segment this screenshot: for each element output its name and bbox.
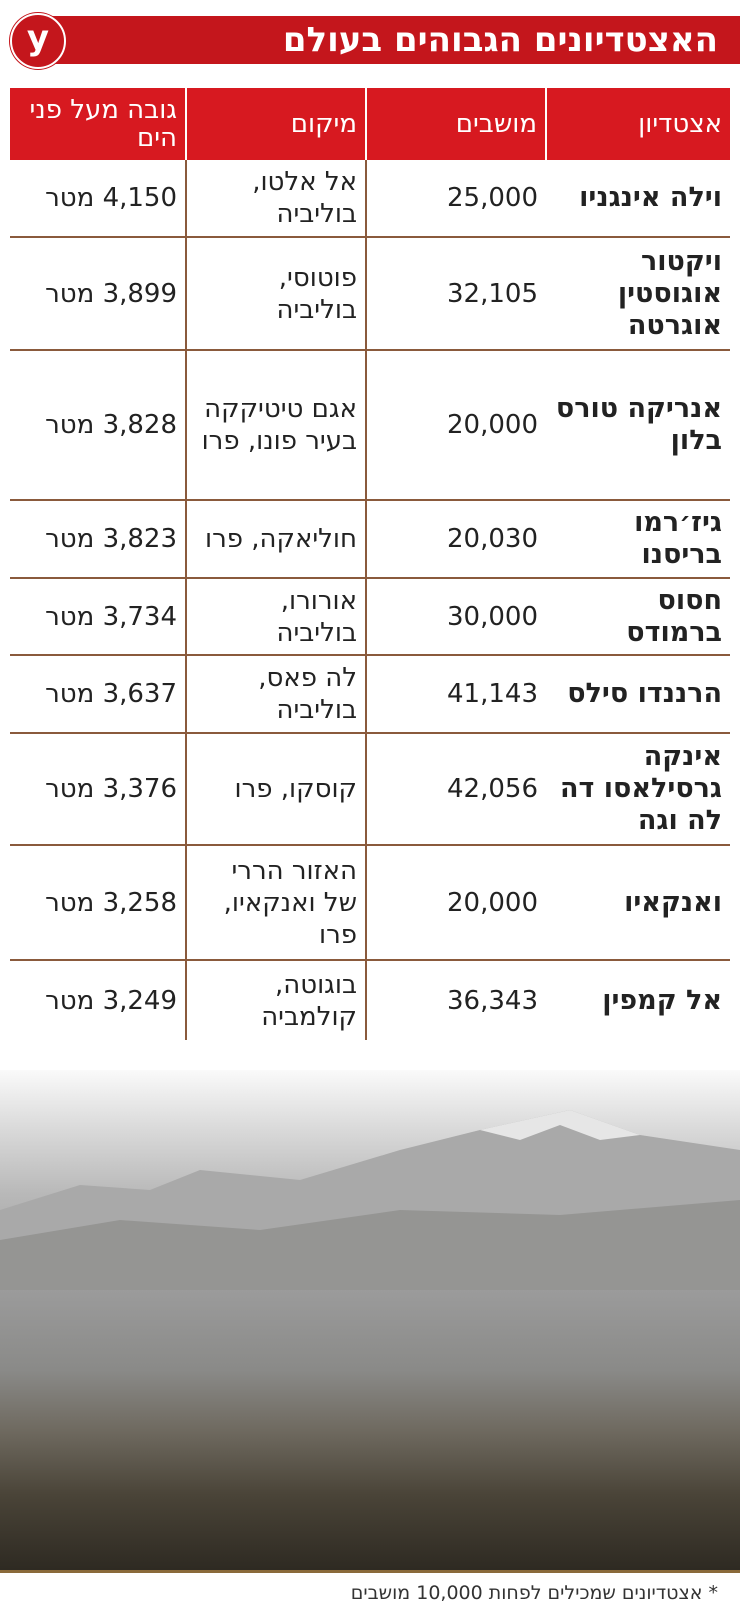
stadium-name: וילה אינגניו — [546, 160, 730, 238]
height-cell: 3,734 מטר — [10, 578, 186, 656]
seats-cell: 41,143 — [365, 655, 546, 734]
location-cell: לה פאס, בוליביה — [185, 655, 366, 734]
title-banner: האצטדיונים הגבוהים בעולם — [40, 16, 740, 64]
seats-cell: 20,030 — [365, 500, 546, 579]
height-cell: 3,376 מטר — [10, 733, 186, 846]
seats-cell: 20,000 — [365, 845, 546, 961]
stadium-name: אל קמפין — [602, 984, 722, 1016]
height-cell: 3,823 מטר — [10, 500, 186, 579]
height-cell: 3,249 מטר — [45, 985, 177, 1016]
header-location: מיקום — [185, 88, 366, 160]
header-seats: מושבים — [365, 88, 546, 160]
seats-cell: 42,056 — [365, 733, 546, 846]
seats-cell: 25,000 — [365, 160, 546, 238]
location-cell: אורורו, בוליביה — [185, 578, 366, 656]
table-row: אנריקה טורס בלון 20,000 אגם טיטיקקה בעיר פ… — [10, 350, 730, 501]
divider — [0, 1570, 740, 1573]
seats-cell: 36,343 — [365, 960, 546, 1040]
height-cell: 3,637 מטר — [10, 655, 186, 734]
seats-cell: 32,105 — [365, 237, 546, 351]
mountains-illustration — [0, 1110, 740, 1290]
height-cell: 4,150 מטר — [10, 160, 186, 238]
table-row: אינקה גרסילאסו דה לה וגה 42,056 קוסקו, פרו… — [10, 733, 730, 846]
table-row: הרננדו סילס 41,143 לה פאס, בוליביה 3,637 מט… — [10, 655, 730, 734]
stadium-name: גיז׳רמו בריסנו — [546, 500, 730, 579]
table-row: וילה אינגניו 25,000 אל אלטו, בוליביה 4,150 … — [10, 160, 730, 238]
table-row: ואנקאיו 20,000 האזור הררי של ואנקאיו, פרו 3… — [10, 845, 730, 961]
height-cell: 3,899 מטר — [10, 237, 186, 351]
table-row: חסוס ברמודס 30,000 אורורו, בוליביה 3,734 מט… — [10, 578, 730, 656]
table-row: אל קמפין 36,343 בוגוטה, קולמביה 3,249 מטר — [10, 960, 730, 1040]
location-cell: אל אלטו, בוליביה — [185, 160, 366, 238]
stadiums-table: אצטדיון מושבים מיקום גובה מעל פני הים וי… — [10, 88, 730, 1040]
location-cell: קוסקו, פרו — [185, 733, 366, 846]
stadium-name: ויקטור אוגוסטין אוגרטה — [546, 237, 730, 351]
stadium-name: אינקה גרסילאסו דה לה וגה — [546, 733, 730, 846]
page-title: האצטדיונים הגבוהים בעולם — [282, 20, 718, 60]
table-row: גיז׳רמו בריסנו 20,030 חוליאקה, פרו 3,823 מט… — [10, 500, 730, 579]
mountain-city-photo — [0, 1070, 740, 1570]
seats-cell: 20,000 — [365, 350, 546, 501]
table-row: ויקטור אוגוסטין אוגרטה 32,105 פוטוסי, בולי… — [10, 237, 730, 351]
stadium-name: הרננדו סילס — [546, 655, 730, 734]
stadium-name: ואנקאיו — [546, 845, 730, 961]
location-cell: פוטוסי, בוליביה — [185, 237, 366, 351]
footnote: * אצטדיונים שמכילים לפחות 10,000 מושבים — [350, 1582, 718, 1604]
seats-cell: 30,000 — [365, 578, 546, 656]
stadium-name: חסוס ברמודס — [546, 578, 730, 656]
location-cell: האזור הררי של ואנקאיו, פרו — [185, 845, 366, 961]
location-cell: חוליאקה, פרו — [185, 500, 366, 579]
header-height: גובה מעל פני הים — [10, 88, 186, 160]
header-stadium: אצטדיון — [545, 88, 730, 160]
location-cell: בוגוטה, קולמביה — [185, 960, 366, 1040]
height-cell: 3,258 מטר — [10, 845, 186, 961]
height-cell: 3,828 מטר — [10, 350, 186, 501]
logo: y — [10, 13, 66, 69]
location-cell: אגם טיטיקקה בעיר פונו, פרו — [185, 350, 366, 501]
table-header-row: אצטדיון מושבים מיקום גובה מעל פני הים — [10, 88, 730, 160]
stadium-name: אנריקה טורס בלון — [546, 350, 730, 501]
